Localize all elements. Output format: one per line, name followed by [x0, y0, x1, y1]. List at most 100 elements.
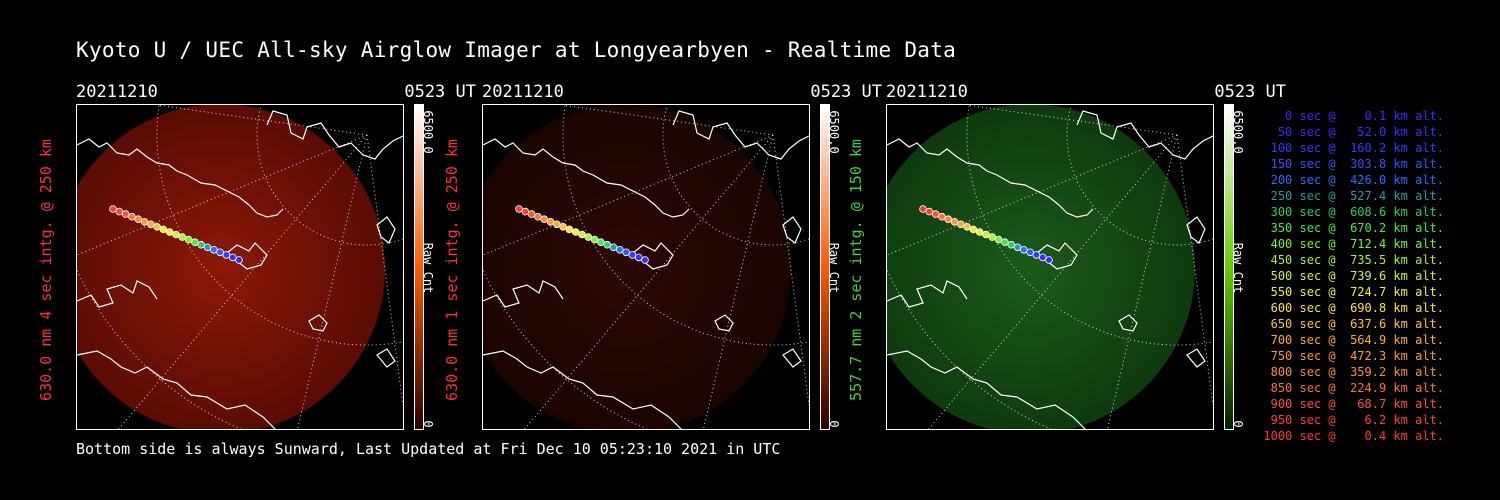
trajectory-point	[584, 233, 593, 241]
coastline	[77, 280, 158, 308]
trajectory-point	[134, 215, 142, 223]
trajectory-point	[975, 228, 984, 236]
meteor-trajectory	[919, 205, 1053, 264]
grid-circle	[662, 105, 809, 246]
legend-entry: 950 sec @ 6.2 km alt.	[1263, 413, 1444, 427]
trajectory-point	[540, 215, 548, 223]
trajectory-point	[919, 205, 927, 213]
trajectory-point	[957, 220, 965, 229]
trajectory-point	[578, 230, 586, 239]
colorbar-unit-label-text: Raw Cnt	[421, 242, 435, 294]
legend-entry: 50 sec @ 52.0 km alt.	[1263, 125, 1444, 139]
page-title: Kyoto U / UEC All-sky Airglow Imager at …	[76, 38, 957, 62]
colorbar-max-label-text: 6500.0	[827, 110, 841, 154]
coastline	[782, 348, 802, 368]
legend-entry: 800 sec @ 359.2 km alt.	[1263, 365, 1444, 379]
trajectory-point	[527, 210, 536, 218]
trajectory-point	[140, 218, 149, 226]
trajectory-point	[597, 238, 605, 247]
coastlines	[77, 110, 403, 429]
coastline	[632, 242, 674, 270]
trajectory-point	[515, 205, 523, 213]
legend-entry: 650 sec @ 637.6 km alt.	[1263, 317, 1444, 331]
legend-entry: 150 sec @ 303.8 km alt.	[1263, 157, 1444, 171]
legend-entry: 0 sec @ 0.1 km alt.	[1263, 109, 1444, 123]
trajectory-point	[228, 253, 237, 262]
trajectory-point	[565, 225, 574, 234]
trajectory-point	[553, 220, 561, 229]
grid-meridian	[77, 134, 368, 256]
trajectory-point	[165, 228, 174, 236]
trajectory-legend: 0 sec @ 0.1 km alt. 50 sec @ 52.0 km alt…	[1262, 108, 1444, 444]
panel-date: 20211210	[482, 82, 564, 102]
meteor-trajectory	[109, 205, 243, 264]
coastline	[483, 280, 564, 308]
trajectory-point	[988, 233, 997, 241]
colorbar-min-label-text: 0	[1231, 420, 1245, 428]
colorbar-max-label-text: 6500.0	[1231, 110, 1245, 154]
panel-557nm-2sec: 20211210 0523 UT 557.7 nm 2 sec intg. @ 15…	[847, 80, 1286, 430]
legend-entry: 350 sec @ 670.2 km alt.	[1263, 221, 1444, 235]
coastline	[1118, 314, 1138, 332]
coastline	[782, 216, 802, 244]
colorbar-min-label-text: 0	[827, 420, 841, 428]
trajectory-point	[616, 246, 624, 254]
panel-ylabel-text: 630.0 nm 4 sec intg. @ 250 km	[37, 139, 55, 401]
coastline	[1076, 110, 1213, 160]
legend-entry: 400 sec @ 712.4 km alt.	[1263, 237, 1444, 251]
meteor-trajectory	[515, 205, 649, 264]
grid-meridian	[1176, 134, 1213, 406]
trajectory-point	[546, 218, 555, 226]
trajectory-point	[559, 223, 567, 231]
airglow-disk	[887, 105, 1195, 429]
trajectory-point	[147, 220, 155, 229]
grid-meridian	[966, 105, 1178, 136]
panel-630nm-1sec: 20211210 0523 UT 630.0 nm 1 sec intg. @ 25…	[443, 80, 882, 430]
trajectory-point	[1020, 246, 1028, 254]
trajectory-point	[622, 248, 630, 257]
trajectory-point	[128, 212, 136, 221]
trajectory-point	[641, 256, 649, 264]
trajectory-point	[982, 230, 990, 239]
grid-meridian	[366, 134, 403, 406]
allsky-image	[482, 104, 810, 430]
allsky-image-svg	[887, 105, 1213, 429]
colorbar-min-label-text: 0	[421, 420, 435, 428]
trajectory-point	[197, 240, 205, 249]
trajectory-point	[994, 235, 1003, 244]
coastline	[1186, 348, 1206, 368]
grid-meridian	[296, 134, 368, 429]
trajectory-point	[628, 251, 637, 259]
allsky-image-svg	[77, 105, 403, 429]
legend-entry: 600 sec @ 690.8 km alt.	[1263, 301, 1444, 315]
trajectory-point	[944, 215, 952, 223]
panel-time: 0523 UT	[404, 82, 476, 102]
trajectory-point	[178, 233, 187, 241]
allsky-image-svg	[483, 105, 809, 429]
coastline	[1186, 216, 1206, 244]
coastline	[887, 350, 1086, 429]
coastlines	[887, 110, 1213, 429]
trajectory-point	[963, 223, 971, 231]
lat-lon-grid	[77, 105, 403, 429]
trajectory-point	[603, 240, 611, 249]
legend-entry: 1000 sec @ 0.4 km alt.	[1263, 429, 1444, 443]
trajectory-point	[609, 243, 618, 252]
trajectory-point	[1013, 243, 1022, 252]
trajectory-point	[931, 210, 940, 218]
panel-630nm-4sec: 20211210 0523 UT 630.0 nm 4 sec intg. @ 25…	[37, 80, 476, 430]
colorbar	[820, 104, 830, 430]
legend-entry: 900 sec @ 68.7 km alt.	[1263, 397, 1444, 411]
grid-meridian	[1106, 134, 1178, 429]
trajectory-point	[159, 225, 168, 234]
trajectory-point	[925, 207, 934, 216]
trajectory-point	[172, 230, 180, 239]
trajectory-point	[153, 223, 161, 231]
coastline	[376, 348, 396, 368]
coastline	[376, 216, 396, 244]
coastline	[308, 314, 328, 332]
colorbar-max-label-text: 6500.0	[421, 110, 435, 154]
coastline	[714, 314, 734, 332]
trajectory-point	[938, 212, 946, 221]
trajectory-point	[1045, 256, 1053, 264]
